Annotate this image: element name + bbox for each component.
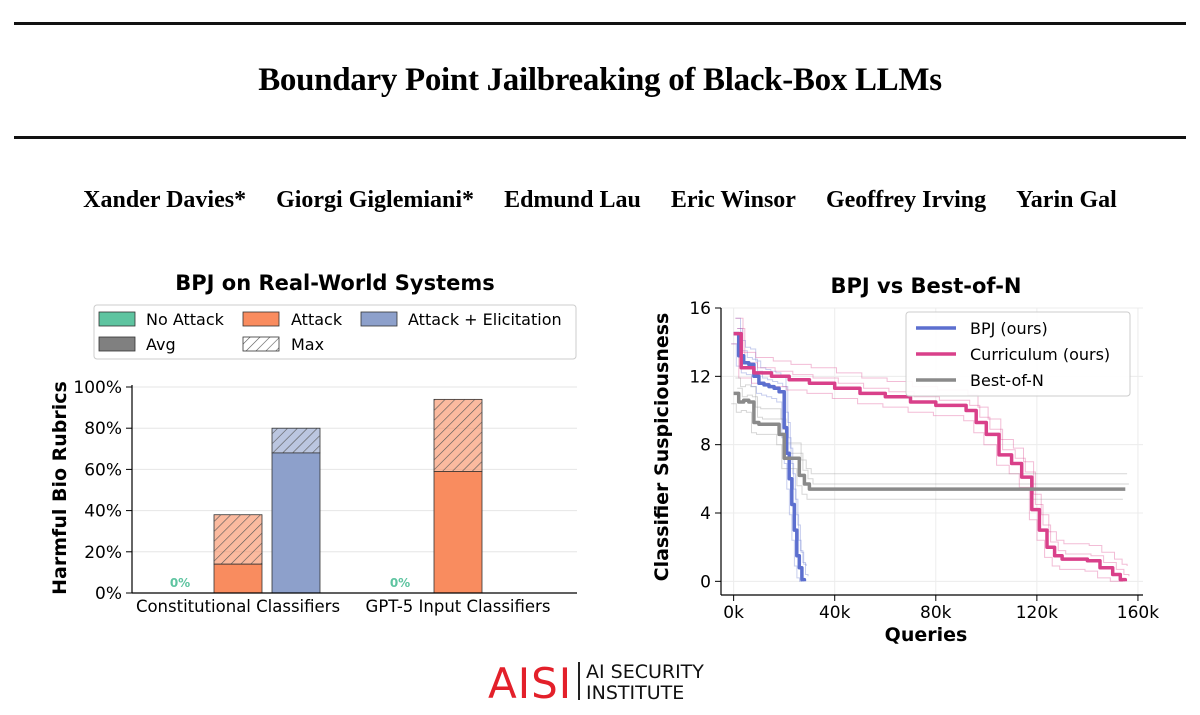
legend-label-avg: Avg <box>146 335 176 354</box>
legend-swatch-avg <box>98 336 136 352</box>
bar-ytick-label: 0% <box>95 584 122 604</box>
line-chart-xlabel: Queries <box>885 624 968 646</box>
legend-label-elicitation: Attack + Elicitation <box>408 310 562 329</box>
line-run-curriculum <box>735 317 1128 566</box>
legend-label-no-attack: No Attack <box>146 310 225 329</box>
logo-divider <box>578 662 580 700</box>
line-series-bpj <box>733 331 807 582</box>
bar-avg-segment <box>213 563 263 594</box>
line-xtick-label: 40k <box>819 603 851 623</box>
legend-swatch-attack <box>242 311 280 327</box>
line-series-curriculum <box>733 331 1128 582</box>
bar-zero-label: 0% <box>170 576 190 590</box>
author: Edmund Lau <box>504 187 641 213</box>
line-run-bestofn <box>737 387 1129 485</box>
line-run-bestofn <box>735 377 1128 475</box>
legend-label-bpj: BPJ (ours) <box>970 319 1048 338</box>
bar-ytick-label: 20% <box>84 543 122 563</box>
top-rule <box>14 22 1186 25</box>
legend-label-attack: Attack <box>291 310 343 329</box>
line-run-bestofn <box>731 403 1123 500</box>
line-run-curriculum <box>737 328 1130 577</box>
line-xtick-label: 0k <box>723 603 744 623</box>
line-ytick-label: 16 <box>689 299 711 319</box>
line-chart-legend: BPJ (ours) Curriculum (ours) Best-of-N <box>905 311 1131 397</box>
bar-max-hatch <box>214 514 262 565</box>
legend-swatch-max <box>242 336 280 352</box>
author: Giorgi Giglemiani* <box>276 187 475 213</box>
bar-ytick-label: 60% <box>84 460 122 480</box>
line-series-bestofn <box>733 391 1126 491</box>
line-xtick-label: 80k <box>920 603 952 623</box>
line-xtick-label: 160k <box>1117 603 1159 623</box>
bar-chart: BPJ on Real-World Systems No Attack Atta… <box>49 271 577 616</box>
line-run-bpj <box>737 328 809 577</box>
legend-swatch-elicitation <box>360 311 398 327</box>
logo-mark: AISI <box>488 659 572 704</box>
line-ytick-label: 0 <box>700 572 711 592</box>
bar-max-hatch <box>434 399 482 472</box>
bar-chart-ylabel: Harmful Bio Rubrics <box>49 381 71 595</box>
line-xtick-label: 120k <box>1016 603 1058 623</box>
bar-chart-legend: No Attack Attack Attack + Elicitation Av… <box>93 304 577 360</box>
logo-line2: INSTITUTE <box>586 682 684 704</box>
bar-ytick-label: 40% <box>84 502 122 522</box>
bar-chart-title: BPJ on Real-World Systems <box>175 271 494 295</box>
bar-avg-segment <box>271 452 321 594</box>
legend-swatch-no-attack <box>98 311 136 327</box>
author: Geoffrey Irving <box>825 187 987 213</box>
line-run-curriculum <box>731 343 1123 582</box>
bar-max-hatch <box>272 428 320 453</box>
bar-ytick-label: 80% <box>84 419 122 439</box>
bar-avg-segment <box>433 471 483 594</box>
line-ytick-label: 12 <box>689 367 711 387</box>
line-run-bpj <box>731 343 802 582</box>
line-ytick-label: 8 <box>700 436 711 456</box>
author: Eric Winsor <box>670 187 796 213</box>
bar-ytick-label: 100% <box>73 378 122 398</box>
bar-zero-label: 0% <box>390 576 410 590</box>
legend-label-bestofn: Best-of-N <box>970 371 1044 390</box>
bar-category-label: GPT-5 Input Classifiers <box>366 597 551 616</box>
logo-line1: AI SECURITY <box>586 661 704 683</box>
author-list: Xander Davies* Giorgi Giglemiani* Edmund… <box>0 187 1200 214</box>
legend-label-max: Max <box>291 335 324 354</box>
legend-label-curriculum: Curriculum (ours) <box>970 345 1110 364</box>
line-chart: BPJ vs Best-of-N Classifier Suspiciousne… <box>651 274 1159 646</box>
line-chart-title: BPJ vs Best-of-N <box>830 274 1021 298</box>
author: Yarin Gal <box>1016 187 1117 213</box>
line-chart-ylabel: Classifier Suspiciousness <box>651 313 673 582</box>
aisi-logo: AISI AI SECURITY INSTITUTE <box>486 658 716 708</box>
author: Xander Davies* <box>83 187 247 213</box>
paper-title: Boundary Point Jailbreaking of Black-Box… <box>258 62 942 98</box>
bar-category-label: Constitutional Classifiers <box>136 597 340 616</box>
line-ytick-label: 4 <box>700 504 711 524</box>
bottom-rule <box>14 136 1186 139</box>
